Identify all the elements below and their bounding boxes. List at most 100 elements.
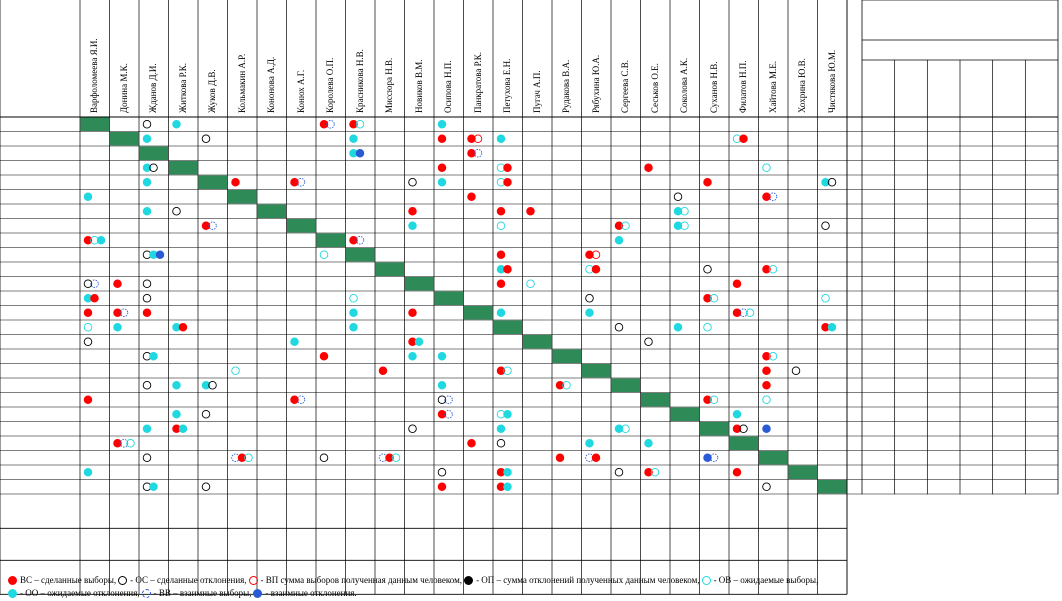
- summary-value: [895, 191, 913, 203]
- expected-rejection-mark: [142, 177, 152, 187]
- rejection-made-mark: [791, 366, 801, 376]
- expected-rejection-mark: [673, 221, 683, 230]
- choice-made-mark: [467, 439, 476, 448]
- rejection-made-mark: [201, 410, 211, 419]
- expected-rejection-mark: [437, 381, 447, 390]
- summary-value: [862, 452, 880, 464]
- diagonal-cell: [759, 451, 788, 465]
- summary-value: [1025, 220, 1043, 232]
- received-choices-value: [141, 532, 155, 544]
- expected-rejection-mark: [142, 163, 152, 172]
- expected-rejection-mark: [349, 134, 358, 143]
- summary-value: [993, 119, 1011, 131]
- expected-choice-mark: [709, 395, 719, 405]
- received-choices-value: [790, 532, 804, 544]
- mutual-choice-mark: [355, 235, 365, 245]
- summary-value: [927, 119, 945, 131]
- expected-rejection-mark: [496, 308, 506, 318]
- summary-value: [862, 133, 880, 145]
- choice-made-legend-icon: [8, 576, 17, 586]
- received-choices-value: [200, 532, 214, 544]
- rejection-made-mark: [496, 439, 506, 448]
- rejection-made-mark: [142, 119, 152, 129]
- summary-value: [960, 177, 978, 189]
- row-name-17: [3, 365, 78, 377]
- choice-made-mark: [644, 468, 653, 477]
- rejection-made-mark: [408, 424, 417, 434]
- column-header-19: Сеськов О.Е.: [649, 63, 660, 113]
- expected-rejection-mark: [349, 308, 358, 318]
- choice-made-mark: [762, 265, 771, 274]
- summary-value: [862, 467, 880, 479]
- column-header-6: Кононова А.Д.: [266, 56, 276, 113]
- summary-value: [993, 380, 1011, 392]
- choice-made-mark: [732, 424, 742, 434]
- column-header-12: Осипова Н.П.: [443, 60, 453, 113]
- expected-rejection-mark: [644, 439, 653, 448]
- choice-received-mark: [473, 134, 483, 143]
- diagonal-cell: [257, 204, 286, 218]
- summary-value: [895, 293, 913, 305]
- rejection-made-mark: [319, 453, 329, 463]
- choice-made-mark: [732, 468, 742, 477]
- expected-rejection-mark: [172, 381, 181, 390]
- choice-made-mark: [591, 453, 601, 463]
- diagonal-cell: [228, 190, 257, 204]
- mutual-rejection-mark: [155, 250, 165, 259]
- summary-value: [895, 438, 913, 450]
- choice-made-mark: [83, 308, 93, 318]
- rejection-made-mark: [149, 163, 158, 172]
- expected-choice-mark: [762, 395, 771, 405]
- column-header-21: Суханов Н.В.: [708, 61, 719, 113]
- choice-made-mark: [614, 221, 624, 230]
- summary-value: [927, 177, 945, 189]
- choice-made-mark: [378, 366, 388, 376]
- legend-text: - ОП – сумма отклонений полученных данны…: [476, 575, 700, 585]
- expected-choice-mark: [650, 468, 660, 477]
- summary-value: [960, 365, 978, 377]
- summary-value: [862, 191, 880, 203]
- summary-value: [1025, 467, 1043, 479]
- received-choices-value: [672, 532, 686, 544]
- choice-made-mark: [555, 453, 565, 463]
- mutual-choice-mark: [444, 395, 453, 405]
- summary-value: [862, 264, 880, 276]
- row-name-12: [3, 292, 78, 304]
- summary-value: [1025, 148, 1043, 160]
- summary-value: [927, 423, 945, 435]
- diagonal-cell: [139, 146, 168, 160]
- expected-rejection-mark: [178, 424, 188, 434]
- summary-value: [1025, 119, 1043, 131]
- choice-made-mark: [467, 134, 476, 143]
- summary-value: [960, 438, 978, 450]
- summary-value: [993, 409, 1011, 421]
- summary-value: [927, 336, 945, 348]
- summary-value: [927, 307, 945, 319]
- expected-rejection-mark: [673, 323, 683, 332]
- mutual-rejection-mark: [762, 424, 771, 434]
- rejection-made-mark: [408, 177, 417, 187]
- received-choices-value: [377, 532, 391, 544]
- summary-value: [1025, 249, 1043, 261]
- column-header-0: Варфоломеева Я.И.: [89, 38, 99, 113]
- summary-value: [927, 351, 945, 363]
- row-name-2: [3, 147, 78, 159]
- summary-value: [895, 235, 913, 247]
- summary-value: [862, 119, 880, 131]
- column-header-13: Панкратова Р.К.: [472, 51, 483, 113]
- rejection-made-mark: [614, 468, 624, 477]
- summary-value: [993, 206, 1011, 218]
- summary-value: [993, 452, 1011, 464]
- summary-value: [993, 278, 1011, 290]
- expected-rejection-mark: [96, 235, 106, 245]
- summary-value: [862, 336, 880, 348]
- rejection-made-mark: [703, 265, 712, 274]
- summary-value: [993, 249, 1011, 261]
- row-name-1: [3, 133, 78, 145]
- diagonal-cell: [405, 277, 434, 291]
- rejection-made-mark: [673, 192, 683, 201]
- rejection-made-mark: [142, 453, 152, 463]
- rejection-made-mark: [821, 221, 830, 230]
- choice-made-mark: [408, 308, 417, 318]
- expected-rejection-mark: [414, 337, 424, 347]
